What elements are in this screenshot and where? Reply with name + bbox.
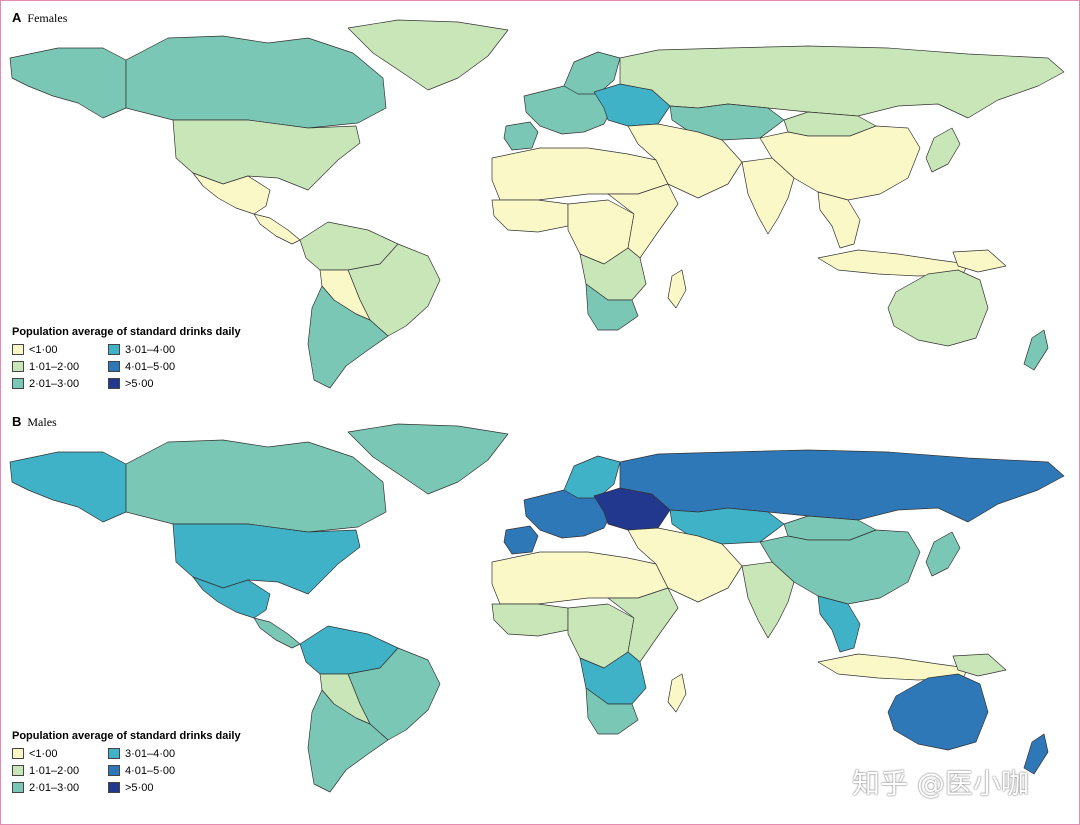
panel-b-label: B Males (12, 414, 57, 430)
region-new-zealand (1023, 329, 1049, 371)
region-papua (952, 653, 1007, 677)
region-indonesia (817, 249, 969, 277)
legend-item: <1·00 (12, 746, 108, 761)
panel-title: Females (27, 11, 68, 25)
region-iberia (503, 525, 539, 555)
region-north-africa (491, 551, 669, 605)
region-southeast-asia (817, 595, 861, 653)
region-madagascar (667, 269, 687, 309)
region-indonesia (817, 653, 969, 681)
legend-grid: <1·00 3·01–4·00 1·01–2·00 4·01–5·00 2·01–3·0… (12, 342, 262, 391)
watermark-text: 知乎 @医小咖 (852, 767, 1029, 800)
panel-females: A Females Population average of standard … (8, 8, 1072, 406)
region-southern-cone (307, 285, 389, 389)
region-mexico (192, 172, 271, 215)
legend-item: >5·00 (108, 376, 218, 391)
region-papua (952, 249, 1007, 273)
region-canada (125, 439, 387, 533)
legend-title: Population average of standard drinks da… (12, 730, 241, 742)
legend-label: 3·01–4·00 (125, 747, 176, 760)
region-japan (925, 531, 961, 577)
region-greenland (347, 19, 509, 91)
legend-label: 1·01–2·00 (29, 360, 80, 373)
legend-item: 4·01–5·00 (108, 763, 218, 778)
region-india (741, 157, 795, 235)
legend-label: 1·01–2·00 (29, 764, 80, 777)
region-east-africa (607, 183, 679, 259)
panel-a-label: A Females (12, 10, 67, 26)
region-iberia (503, 121, 539, 151)
legend-swatch (12, 361, 24, 372)
region-southern-cone (307, 689, 389, 793)
legend-item: 2·01–3·00 (12, 780, 108, 795)
legend-title: Population average of standard drinks da… (12, 326, 241, 338)
region-middle-east (627, 123, 743, 199)
region-india (741, 561, 795, 639)
legend-item: 1·01–2·00 (12, 763, 108, 778)
region-south-africa (585, 283, 639, 331)
region-new-zealand (1023, 733, 1049, 775)
legend-swatch (12, 344, 24, 355)
legend-item: 2·01–3·00 (12, 376, 108, 391)
region-australia (887, 269, 989, 347)
legend-label: 2·01–3·00 (29, 781, 80, 794)
legend-label: <1·00 (29, 747, 58, 760)
legend-males: Population average of standard drinks da… (12, 730, 262, 795)
legend-label: 4·01–5·00 (125, 360, 176, 373)
region-west-africa (491, 199, 569, 233)
legend-item: 4·01–5·00 (108, 359, 218, 374)
region-central-america (253, 213, 301, 245)
legend-swatch (12, 782, 24, 793)
region-middle-east (627, 527, 743, 603)
legend-swatch (108, 378, 120, 389)
region-north-africa (491, 147, 669, 201)
world-map-males (9, 423, 1065, 793)
legend-swatch (108, 344, 120, 355)
region-southeast-asia (817, 191, 861, 249)
legend-swatch (12, 765, 24, 776)
region-kazakhstan (669, 103, 785, 141)
region-japan (925, 127, 961, 173)
legend-item: 1·01–2·00 (12, 359, 108, 374)
panel-title: Males (27, 415, 57, 429)
world-map-females (9, 19, 1065, 389)
region-china (759, 125, 921, 201)
region-australia (887, 673, 989, 751)
region-west-africa (491, 603, 569, 637)
legend-swatch (108, 361, 120, 372)
region-alaska (9, 47, 127, 119)
legend-item: <1·00 (12, 342, 108, 357)
legend-swatch (12, 748, 24, 759)
region-scandinavia (563, 455, 621, 499)
region-madagascar (667, 673, 687, 713)
legend-label: 3·01–4·00 (125, 343, 176, 356)
legend-label: >5·00 (125, 377, 154, 390)
panel-males: B Males Population average of standard dr… (8, 412, 1072, 810)
panel-letter: A (12, 10, 22, 25)
legend-item: 3·01–4·00 (108, 342, 218, 357)
region-mexico (192, 576, 271, 619)
region-alaska (9, 451, 127, 523)
region-scandinavia (563, 51, 621, 95)
legend-label: 4·01–5·00 (125, 764, 176, 777)
region-east-africa (607, 587, 679, 663)
region-china (759, 529, 921, 605)
region-kazakhstan (669, 507, 785, 545)
legend-label: <1·00 (29, 343, 58, 356)
region-canada (125, 35, 387, 129)
region-south-africa (585, 687, 639, 735)
legend-item: 3·01–4·00 (108, 746, 218, 761)
legend-females: Population average of standard drinks da… (12, 326, 262, 391)
legend-item: >5·00 (108, 780, 218, 795)
legend-label: 2·01–3·00 (29, 377, 80, 390)
legend-swatch (108, 782, 120, 793)
region-central-america (253, 617, 301, 649)
legend-label: >5·00 (125, 781, 154, 794)
region-greenland (347, 423, 509, 495)
legend-swatch (12, 378, 24, 389)
legend-swatch (108, 748, 120, 759)
legend-swatch (108, 765, 120, 776)
panel-letter: B (12, 414, 22, 429)
legend-grid: <1·00 3·01–4·00 1·01–2·00 4·01–5·00 2·01–3·0… (12, 746, 262, 795)
